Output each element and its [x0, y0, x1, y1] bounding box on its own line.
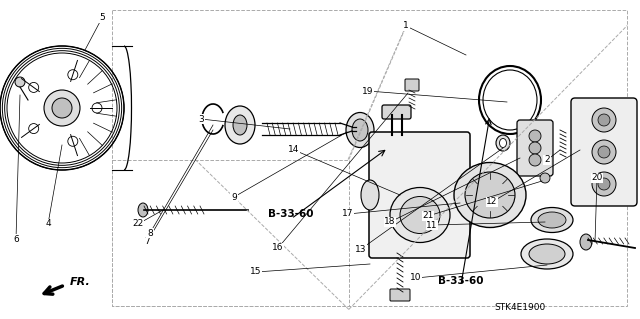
Ellipse shape [346, 113, 374, 147]
Text: 15: 15 [250, 268, 262, 277]
Ellipse shape [361, 180, 379, 210]
Circle shape [15, 77, 25, 87]
Text: 18: 18 [384, 218, 396, 226]
Text: 22: 22 [132, 219, 143, 228]
Circle shape [44, 90, 80, 126]
Text: 8: 8 [147, 228, 153, 238]
Ellipse shape [225, 106, 255, 144]
Text: 13: 13 [355, 244, 367, 254]
FancyBboxPatch shape [571, 98, 637, 206]
Text: 7: 7 [144, 238, 150, 247]
Circle shape [598, 146, 610, 158]
FancyBboxPatch shape [405, 79, 419, 91]
Ellipse shape [499, 138, 506, 147]
Ellipse shape [518, 146, 534, 164]
Ellipse shape [454, 162, 526, 227]
Text: 20: 20 [591, 174, 603, 182]
Ellipse shape [390, 188, 450, 242]
Text: FR.: FR. [70, 277, 91, 287]
Text: 10: 10 [410, 273, 422, 283]
Text: 9: 9 [231, 192, 237, 202]
Text: 21: 21 [422, 211, 434, 220]
Text: 3: 3 [198, 115, 204, 123]
Ellipse shape [352, 119, 368, 141]
FancyBboxPatch shape [390, 289, 410, 301]
Ellipse shape [521, 239, 573, 269]
Ellipse shape [531, 207, 573, 233]
Ellipse shape [580, 234, 592, 250]
Text: 6: 6 [13, 234, 19, 243]
Text: 11: 11 [426, 220, 438, 229]
Text: 19: 19 [362, 86, 374, 95]
Circle shape [592, 172, 616, 196]
Ellipse shape [138, 203, 148, 217]
Text: 16: 16 [272, 243, 284, 253]
Ellipse shape [538, 212, 566, 228]
Circle shape [598, 114, 610, 126]
Bar [112, 160, 349, 306]
Ellipse shape [483, 70, 537, 130]
Circle shape [529, 142, 541, 154]
Text: B-33-60: B-33-60 [268, 209, 314, 219]
Circle shape [598, 178, 610, 190]
FancyBboxPatch shape [382, 105, 411, 119]
FancyBboxPatch shape [369, 132, 470, 258]
Text: B-33-60: B-33-60 [438, 276, 484, 286]
Ellipse shape [233, 115, 247, 135]
Ellipse shape [529, 244, 565, 264]
Text: 17: 17 [342, 210, 354, 219]
Ellipse shape [400, 197, 440, 234]
Circle shape [529, 154, 541, 166]
Circle shape [592, 108, 616, 132]
Circle shape [52, 98, 72, 118]
Text: 4: 4 [45, 219, 51, 228]
Ellipse shape [496, 135, 510, 151]
Ellipse shape [465, 172, 515, 218]
Text: 1: 1 [403, 21, 409, 31]
Text: 5: 5 [99, 13, 105, 23]
Text: STK4E1900: STK4E1900 [494, 303, 546, 313]
Circle shape [540, 173, 550, 183]
Text: 2: 2 [544, 155, 550, 165]
Bar [112, 10, 627, 306]
FancyBboxPatch shape [517, 120, 553, 176]
Circle shape [529, 130, 541, 142]
Circle shape [592, 140, 616, 164]
Text: 12: 12 [486, 197, 498, 206]
Text: 14: 14 [288, 145, 300, 154]
